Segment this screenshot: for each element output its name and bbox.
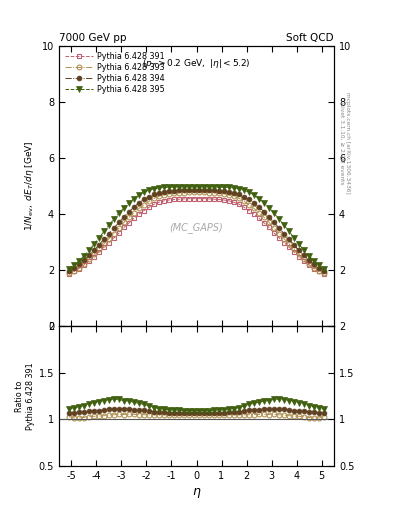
Pythia 6.428 393 bbox=[322, 270, 327, 276]
Pythia 6.428 393 bbox=[187, 189, 191, 196]
Pythia 6.428 391 bbox=[227, 198, 231, 204]
Pythia 6.428 391 bbox=[322, 271, 327, 278]
Pythia 6.428 393 bbox=[237, 195, 241, 201]
Pythia 6.428 395 bbox=[322, 266, 327, 272]
Text: Soft QCD: Soft QCD bbox=[286, 33, 334, 44]
Pythia 6.428 395 bbox=[227, 184, 231, 190]
Text: 7000 GeV pp: 7000 GeV pp bbox=[59, 33, 127, 44]
Pythia 6.428 391 bbox=[157, 199, 162, 205]
Pythia 6.428 395 bbox=[237, 186, 241, 192]
Pythia 6.428 391 bbox=[66, 271, 71, 278]
Pythia 6.428 395 bbox=[307, 253, 311, 259]
Pythia 6.428 391 bbox=[237, 201, 241, 207]
Y-axis label: Ratio to
Pythia 6.428 391: Ratio to Pythia 6.428 391 bbox=[15, 362, 35, 430]
Pythia 6.428 393 bbox=[227, 192, 231, 198]
Line: Pythia 6.428 393: Pythia 6.428 393 bbox=[66, 190, 327, 275]
Pythia 6.428 394 bbox=[307, 257, 311, 263]
Legend: Pythia 6.428 391, Pythia 6.428 393, Pythia 6.428 394, Pythia 6.428 395: Pythia 6.428 391, Pythia 6.428 393, Pyth… bbox=[61, 49, 168, 97]
Pythia 6.428 394 bbox=[227, 188, 231, 195]
Line: Pythia 6.428 395: Pythia 6.428 395 bbox=[66, 184, 327, 271]
Pythia 6.428 394 bbox=[237, 191, 241, 198]
Pythia 6.428 391 bbox=[187, 196, 191, 202]
Line: Pythia 6.428 391: Pythia 6.428 391 bbox=[66, 196, 327, 276]
Pythia 6.428 393 bbox=[307, 261, 311, 267]
Pythia 6.428 394 bbox=[66, 267, 71, 273]
Pythia 6.428 391 bbox=[192, 196, 196, 202]
Pythia 6.428 391 bbox=[86, 258, 91, 264]
Pythia 6.428 393 bbox=[157, 194, 162, 200]
Pythia 6.428 394 bbox=[192, 186, 196, 193]
Text: Rivet 3.1.10, ≥ 2.7M events: Rivet 3.1.10, ≥ 2.7M events bbox=[339, 102, 344, 185]
Text: (MC_GAPS): (MC_GAPS) bbox=[170, 223, 223, 233]
Pythia 6.428 393 bbox=[86, 257, 91, 263]
Y-axis label: $1/N_\mathrm{ev},\ dE_T/d\eta\ [\mathrm{GeV}]$: $1/N_\mathrm{ev},\ dE_T/d\eta\ [\mathrm{… bbox=[23, 141, 36, 231]
Text: $(p_T > 0.2\ \mathrm{GeV},\ |\eta| < 5.2)$: $(p_T > 0.2\ \mathrm{GeV},\ |\eta| < 5.2… bbox=[142, 57, 251, 70]
Pythia 6.428 395 bbox=[66, 266, 71, 272]
Pythia 6.428 393 bbox=[66, 270, 71, 276]
Text: mcplots.cern.ch [arXiv:1306.3436]: mcplots.cern.ch [arXiv:1306.3436] bbox=[345, 93, 350, 194]
Pythia 6.428 395 bbox=[86, 247, 91, 253]
Pythia 6.428 395 bbox=[157, 185, 162, 191]
Pythia 6.428 395 bbox=[176, 184, 181, 190]
Pythia 6.428 391 bbox=[307, 262, 311, 268]
Pythia 6.428 394 bbox=[86, 252, 91, 259]
Pythia 6.428 395 bbox=[192, 184, 196, 190]
Line: Pythia 6.428 394: Pythia 6.428 394 bbox=[66, 187, 327, 273]
Pythia 6.428 394 bbox=[322, 267, 327, 273]
Pythia 6.428 393 bbox=[192, 189, 196, 196]
X-axis label: $\eta$: $\eta$ bbox=[192, 486, 201, 500]
Pythia 6.428 394 bbox=[157, 189, 162, 196]
Pythia 6.428 394 bbox=[187, 187, 191, 193]
